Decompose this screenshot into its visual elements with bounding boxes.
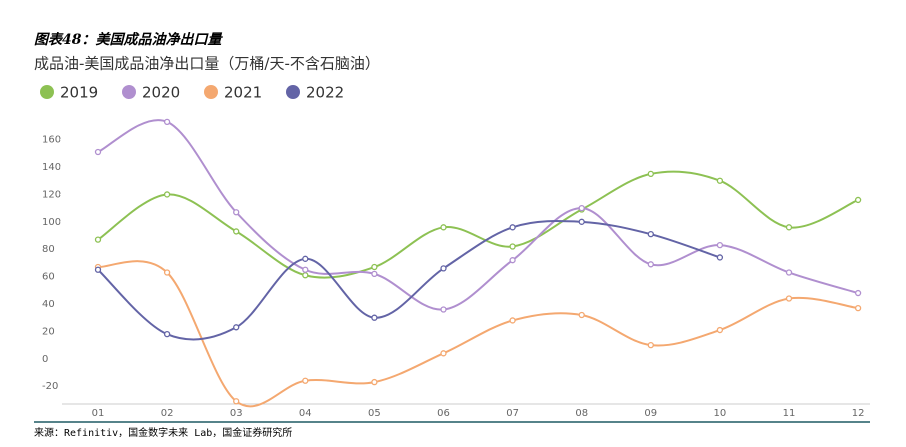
legend-swatch [122, 85, 136, 99]
point [716, 241, 724, 249]
source: 来源：Refinitiv，国金数字未来 Lab，国金证券研究所 [34, 426, 292, 439]
point [302, 377, 309, 384]
point [371, 263, 378, 271]
point [302, 255, 309, 262]
point [163, 330, 171, 338]
x-tick-label: 06 [437, 408, 450, 419]
point [509, 243, 516, 250]
y-tick-label: 40 [42, 299, 55, 310]
figure-caption: 图表48：美国成品油净出口量 [34, 31, 223, 48]
x-tick-label: 12 [852, 408, 865, 419]
point [233, 324, 240, 331]
point [163, 191, 171, 198]
point [647, 341, 654, 349]
point [578, 204, 585, 212]
x-tick-label: 07 [506, 408, 519, 419]
point [371, 270, 378, 278]
chart-title: 成品油-美国成品油净出口量（万桶/天-不含石脑油） [34, 55, 380, 73]
y-tick-label: 100 [42, 217, 61, 228]
point [94, 148, 102, 156]
y-tick-label: 140 [42, 162, 61, 173]
point [233, 228, 240, 235]
y-tick-label: 0 [42, 354, 48, 365]
point [440, 350, 447, 357]
y-tick-label: 80 [42, 244, 55, 255]
legend-label: 2022 [306, 84, 344, 102]
x-tick-label: 09 [644, 408, 657, 419]
y-tick-label: 20 [42, 326, 55, 337]
x-tick-label: 02 [161, 408, 174, 419]
y-tick-label: 120 [42, 189, 61, 200]
x-tick-label: 10 [714, 408, 727, 419]
point [785, 295, 793, 302]
y-tick-label: 160 [42, 135, 61, 146]
point [716, 177, 724, 184]
x-tick-label: 11 [783, 408, 796, 419]
x-tick-label: 04 [299, 408, 312, 419]
point [716, 254, 724, 261]
point [509, 224, 516, 231]
legend-swatch [40, 85, 54, 99]
point [94, 266, 102, 273]
point [302, 266, 309, 273]
legend-swatch [204, 85, 218, 99]
series-line [97, 260, 859, 408]
point [785, 224, 793, 231]
point [233, 398, 240, 405]
point [578, 311, 585, 319]
series-line [97, 170, 859, 279]
legend-label: 2021 [224, 84, 262, 102]
point [440, 265, 447, 272]
legend-label: 2019 [60, 84, 98, 102]
y-tick-label: 60 [42, 272, 55, 283]
x-tick-label: 08 [575, 408, 588, 419]
point [509, 317, 516, 324]
x-tick-label: 01 [92, 408, 105, 419]
point [371, 378, 378, 386]
point [578, 218, 585, 225]
point [854, 304, 862, 312]
point [509, 257, 516, 264]
series-line [97, 220, 721, 341]
point [647, 170, 654, 178]
point [785, 269, 793, 276]
point [647, 231, 654, 238]
point [94, 236, 102, 243]
point [371, 314, 378, 321]
point [233, 209, 240, 216]
point [854, 196, 862, 204]
point [854, 289, 862, 297]
point [163, 118, 171, 125]
x-tick-label: 05 [368, 408, 381, 419]
legend-swatch [286, 85, 300, 99]
point [647, 261, 654, 268]
point [302, 272, 309, 279]
point [440, 306, 447, 313]
point [716, 326, 724, 334]
x-tick-label: 03 [230, 408, 243, 419]
point [440, 224, 447, 231]
point [163, 269, 171, 276]
legend-label: 2020 [142, 84, 180, 102]
y-tick-label: -20 [42, 381, 58, 392]
